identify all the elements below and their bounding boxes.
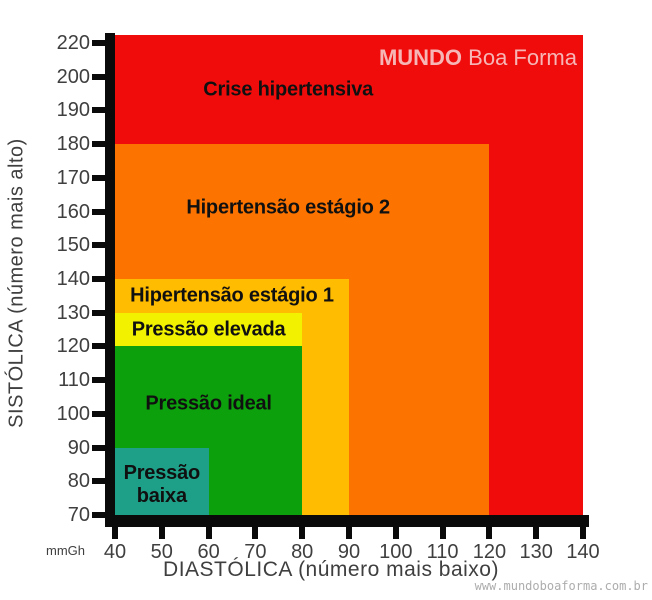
y-tick-label-180: 180 xyxy=(56,133,90,156)
y-axis-title: SISTÓLICA (número mais alto) xyxy=(5,138,28,428)
y-tick-130 xyxy=(92,309,105,316)
brand-watermark: MUNDO Boa Forma xyxy=(379,45,577,71)
y-tick-label-190: 190 xyxy=(56,99,90,122)
x-tick-100 xyxy=(392,527,399,539)
y-tick-label-200: 200 xyxy=(56,65,90,88)
x-tick-80 xyxy=(299,527,306,539)
brand-bold: MUNDO xyxy=(378,45,463,70)
unit-label: mmGh xyxy=(46,543,85,558)
y-tick-100 xyxy=(92,410,105,417)
y-tick-160 xyxy=(92,208,105,215)
x-tick-label-100: 100 xyxy=(379,541,413,563)
y-tick-110 xyxy=(92,377,105,384)
x-axis-title: DIASTÓLICA (número mais baixo) xyxy=(163,558,499,581)
zone-label-hipertensao-estagio-1: Hipertensão estágio 1 xyxy=(130,284,334,307)
zone-label-line: Pressão elevada xyxy=(131,318,286,341)
zone-label-line: Pressão xyxy=(123,461,201,484)
x-tick-110 xyxy=(439,527,446,539)
x-tick-60 xyxy=(205,527,212,539)
y-tick-label-70: 70 xyxy=(67,504,90,526)
x-tick-40 xyxy=(112,527,118,539)
zone-label-line: Hipertensão estágio 2 xyxy=(186,196,390,219)
y-tick-200 xyxy=(92,73,105,80)
y-tick-90 xyxy=(92,444,105,451)
y-tick-220 xyxy=(92,40,105,46)
zone-label-pressao-ideal: Pressão ideal xyxy=(145,392,272,415)
x-tick-label-70: 70 xyxy=(244,541,267,563)
y-tick-120 xyxy=(92,343,105,350)
y-tick-label-120: 120 xyxy=(56,335,90,358)
zone-label-crise-hipertensiva: Crise hipertensiva xyxy=(203,79,373,102)
y-tick-70 xyxy=(92,512,105,518)
x-tick-label-140: 140 xyxy=(566,541,600,563)
x-tick-label-90: 90 xyxy=(337,541,361,563)
brand-regular: Boa Forma xyxy=(468,45,577,70)
site-watermark: www.mundoboaforma.com.br xyxy=(474,579,648,593)
y-tick-label-170: 170 xyxy=(56,166,90,189)
y-tick-180 xyxy=(92,141,105,148)
y-tick-80 xyxy=(92,478,105,485)
y-tick-label-160: 160 xyxy=(56,200,90,223)
x-tick-label-50: 50 xyxy=(150,541,173,563)
x-tick-50 xyxy=(158,527,165,539)
y-tick-label-110: 110 xyxy=(58,369,90,392)
y-tick-190 xyxy=(92,107,105,114)
x-tick-130 xyxy=(533,527,540,539)
y-tick-label-140: 140 xyxy=(56,268,90,290)
x-axis-bar xyxy=(105,515,589,527)
y-tick-label-90: 90 xyxy=(67,436,90,459)
y-tick-140 xyxy=(92,276,105,282)
y-tick-label-80: 80 xyxy=(67,470,90,493)
zone-label-line: baixa xyxy=(136,484,187,507)
zone-label-pressao-baixa: Pressão baixa xyxy=(123,461,201,508)
y-axis-bar xyxy=(105,33,115,527)
zone-label-line: Pressão ideal xyxy=(145,392,272,415)
y-tick-label-100: 100 xyxy=(56,402,90,425)
x-tick-120 xyxy=(486,527,493,539)
y-tick-label-220: 220 xyxy=(56,32,90,54)
x-tick-label-80: 80 xyxy=(291,541,314,563)
x-tick-label-120: 120 xyxy=(472,541,507,563)
zone-label-hipertensao-estagio-2: Hipertensão estágio 2 xyxy=(186,197,390,220)
y-tick-170 xyxy=(92,174,105,181)
y-tick-label-130: 130 xyxy=(56,301,90,324)
zone-label-line: Hipertensão estágio 1 xyxy=(130,284,334,307)
y-tick-150 xyxy=(92,242,105,249)
x-tick-label-130: 130 xyxy=(519,541,553,563)
x-tick-label-60: 60 xyxy=(197,541,220,563)
y-tick-label-150: 150 xyxy=(56,234,90,257)
zone-pressao-baixa xyxy=(115,447,209,515)
x-tick-label-40: 40 xyxy=(103,541,127,563)
x-tick-70 xyxy=(252,527,259,539)
zone-label-line: Crise hipertensiva xyxy=(203,78,374,101)
x-tick-90 xyxy=(346,527,352,539)
x-tick-140 xyxy=(580,527,586,539)
zone-label-pressao-elevada: Pressão elevada xyxy=(132,318,286,341)
x-tick-label-110: 110 xyxy=(426,541,459,563)
